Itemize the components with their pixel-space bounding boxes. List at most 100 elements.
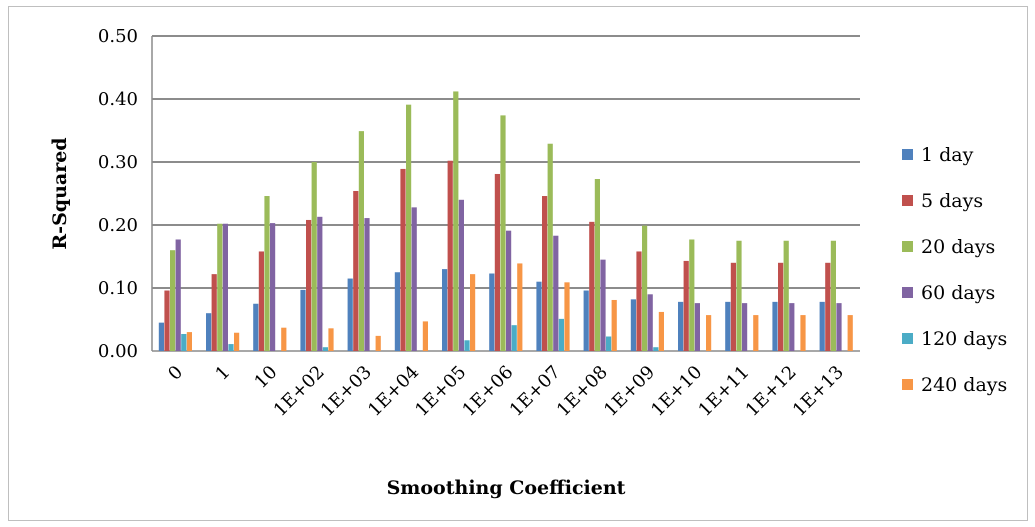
bar-1-day [630, 299, 636, 351]
legend-swatch [902, 195, 913, 206]
bar-240-days [517, 263, 523, 351]
legend-label: 120 days [921, 328, 1007, 350]
bar-1-day [253, 303, 259, 351]
bar-240-days [706, 315, 712, 351]
legend-swatch [902, 287, 913, 298]
x-tick-label: 1 [211, 362, 234, 385]
legend-swatch [902, 149, 913, 160]
bar-60-days [458, 199, 464, 351]
bar-20-days [264, 196, 270, 351]
bar-1-day [158, 322, 164, 351]
bar-120-days [464, 340, 470, 351]
bar-20-days [453, 91, 459, 351]
x-tick-label: 1E+07 [506, 362, 565, 421]
bar-5-days [258, 251, 264, 351]
y-tick-label: 0.50 [98, 26, 138, 47]
x-tick-label: 0 [164, 362, 187, 385]
bar-60-days [553, 235, 559, 351]
bar-60-days [742, 303, 748, 351]
bar-20-days [311, 162, 317, 351]
bar-240-days [281, 327, 287, 351]
x-tick-label: 10 [250, 362, 281, 393]
bar-240-days [234, 332, 240, 351]
bar-5-days [542, 196, 548, 351]
legend-label: 240 days [921, 374, 1007, 396]
bar-20-days [642, 225, 648, 351]
bar-1-day [819, 301, 825, 351]
bar-20-days [736, 240, 742, 351]
bar-20-days [783, 240, 789, 351]
legend-label: 5 days [921, 190, 983, 212]
bar-240-days [328, 328, 334, 351]
bar-1-day [772, 301, 778, 351]
bar-240-days [564, 282, 570, 351]
bar-240-days [470, 274, 476, 351]
bar-5-days [353, 190, 359, 351]
bar-20-days [500, 115, 506, 351]
bar-240-days [658, 311, 664, 351]
x-tick-label: 1E+08 [553, 362, 612, 421]
bar-1-day [583, 290, 589, 351]
y-tick-label: 0.10 [98, 278, 138, 299]
bar-5-days [447, 160, 453, 351]
bar-1-day [725, 301, 731, 351]
bar-60-days [317, 216, 323, 351]
legend-swatch [902, 241, 913, 252]
bar-20-days [217, 223, 223, 351]
x-tick-label: 1E+03 [317, 362, 376, 421]
bar-120-days [228, 344, 234, 351]
bar-5-days [778, 262, 784, 351]
x-tick-label: 1E+12 [742, 362, 801, 421]
bar-1-day [394, 272, 400, 351]
bar-120-days [511, 325, 517, 351]
y-tick-label: 0.40 [98, 89, 138, 110]
bar-240-days [753, 315, 759, 351]
x-tick-label: 1E+13 [789, 362, 848, 421]
legend-swatch [902, 333, 913, 344]
bar-5-days [164, 290, 170, 351]
x-tick-label: 1E+09 [600, 362, 659, 421]
bar-20-days [170, 250, 176, 351]
bar-20-days [358, 131, 364, 351]
bar-1-day [347, 278, 353, 351]
bar-240-days [186, 332, 192, 351]
x-tick-label: 1E+02 [270, 362, 329, 421]
bar-5-days [400, 168, 406, 351]
bar-1-day [489, 273, 495, 351]
bar-5-days [683, 260, 689, 351]
bar-1-day [678, 301, 684, 351]
bar-5-days [730, 262, 736, 351]
bar-5-days [306, 219, 312, 351]
legend-label: 20 days [921, 236, 995, 258]
bar-60-days [175, 239, 181, 351]
bar-60-days [506, 230, 512, 351]
bar-240-days [847, 315, 853, 351]
bar-240-days [611, 299, 617, 351]
bar-120-days [558, 318, 564, 351]
bar-20-days [830, 240, 836, 351]
bar-60-days [789, 303, 795, 351]
bar-120-days [606, 336, 612, 351]
x-axis-title: Smoothing Coefficient [387, 477, 626, 499]
y-axis-title: R-Squared [49, 137, 71, 249]
bar-60-days [600, 259, 606, 351]
bar-20-days [406, 104, 412, 351]
bar-60-days [836, 303, 842, 351]
bar-20-days [547, 143, 553, 351]
bar-120-days [653, 347, 659, 351]
bar-60-days [647, 294, 653, 351]
bar-240-days [422, 321, 428, 351]
bar-5-days [636, 251, 642, 351]
legend-swatch [902, 379, 913, 390]
bar-20-days [689, 239, 695, 351]
y-tick-label: 0.00 [98, 341, 138, 362]
bar-1-day [206, 313, 212, 351]
bar-60-days [222, 223, 228, 351]
bar-5-days [589, 221, 595, 351]
bar-60-days [411, 207, 417, 351]
x-tick-label: 1E+06 [458, 362, 517, 421]
bar-60-days [270, 223, 276, 351]
bar-1-day [442, 269, 448, 351]
bar-120-days [322, 347, 328, 351]
